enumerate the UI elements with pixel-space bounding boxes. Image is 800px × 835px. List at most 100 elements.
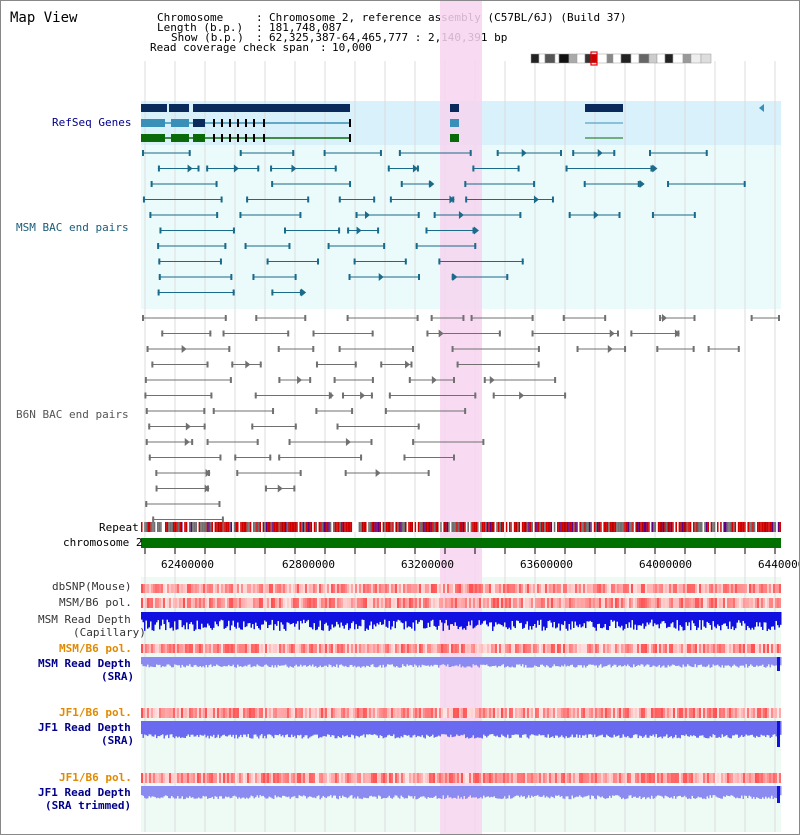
repeat-segment [342, 522, 345, 532]
msm-capillary-depth-bar [217, 612, 219, 627]
jf1-trimmed-depth-bar [186, 786, 188, 798]
dbsnp-heat [153, 584, 155, 593]
jf1-b6-pol-heat-2 [297, 773, 299, 783]
msm-capillary-depth-bar [604, 612, 606, 624]
repeat-segment [393, 522, 396, 532]
msm-sra-depth-bar [774, 657, 776, 666]
jf1-b6-pol-heat-2 [731, 773, 733, 783]
jf1-trimmed-depth-bar [468, 786, 470, 797]
msm-capillary-depth-bar [193, 612, 195, 631]
msm-sra-depth-bar [348, 657, 350, 668]
jf1-b6-pol-heat-2 [241, 773, 243, 783]
jf1-trimmed-depth-bar [480, 786, 482, 798]
msm-capillary-depth-bar [520, 612, 522, 623]
msm-b6-pol-heat [449, 598, 451, 608]
repeat-segment [157, 522, 159, 532]
msm-capillary-depth-bar [421, 612, 423, 621]
msm-sra-depth-bar [676, 657, 678, 666]
msm-b6-pol-heat [163, 598, 165, 608]
msm-sra-depth-bar [763, 657, 765, 668]
b6n-bac-pair-marker [297, 376, 303, 384]
track-label-dbsnp[interactable]: dbSNP(Mouse) [52, 580, 132, 593]
msm-b6-pol-heat [557, 598, 559, 608]
msm-capillary-depth-bar [184, 612, 186, 630]
jf1-sra-depth-bar [643, 721, 645, 737]
jf1-trimmed-depth-bar [423, 786, 425, 797]
jf1-trimmed-depth-bar [424, 786, 426, 798]
msm-b6-pol-heat [459, 598, 461, 608]
track-label-repeat[interactable]: Repeat [99, 521, 139, 534]
msm-b6-pol-heat [613, 598, 615, 608]
track-label-refseq[interactable]: RefSeq Genes [52, 116, 132, 129]
track-label-jf1-b6-pol[interactable]: JF1/B6 pol. [59, 706, 132, 719]
jf1-trimmed-depth-bar [708, 786, 710, 799]
msm-capillary-depth-bar [223, 612, 225, 629]
repeat-segment [272, 522, 274, 532]
msm-capillary-depth-bar [375, 612, 377, 627]
msm-sra-depth-bar [421, 657, 423, 665]
repeat-segment [265, 522, 268, 532]
repeat-segment [352, 522, 354, 532]
msm-b6-pol-heat-2 [747, 644, 749, 653]
jf1-b6-pol-heat [255, 708, 257, 718]
jf1-trimmed-depth-bar [471, 786, 473, 798]
dbsnp-heat [559, 584, 561, 593]
msm-sra-depth-bar [271, 657, 273, 666]
msm-b6-pol-heat [427, 598, 429, 608]
msm-sra-depth-bar [174, 657, 176, 665]
msm-b6-pol-heat-2 [647, 644, 649, 653]
repeat-segment [704, 522, 706, 532]
jf1-sra-depth-bar [456, 721, 458, 735]
jf1-sra-depth-bar [664, 721, 666, 737]
msm-sra-depth-bar [429, 657, 431, 667]
track-label-jf1-b6-pol-2[interactable]: JF1/B6 pol. [59, 771, 132, 784]
msm-sra-depth-bar [496, 657, 498, 668]
dbsnp-heat [597, 584, 599, 593]
track-label-msm-depth-sra[interactable]: MSM Read Depth [38, 657, 131, 670]
msm-b6-pol-heat-2 [679, 644, 681, 653]
jf1-sra-depth-bar [300, 721, 302, 735]
msm-b6-pol-heat [651, 598, 653, 608]
jf1-sra-depth-bar [583, 721, 585, 736]
repeat-segment [256, 522, 258, 532]
track-label-b6n-bac[interactable]: B6N BAC end pairs [16, 408, 129, 421]
msm-sra-depth-bar [249, 657, 251, 665]
jf1-b6-pol-heat-2 [519, 773, 521, 783]
track-label-msm-b6-pol-2[interactable]: MSM/B6 pol. [59, 642, 132, 655]
dbsnp-heat [455, 584, 457, 593]
repeat-segment [590, 522, 593, 532]
msm-b6-pol-heat-2 [735, 644, 737, 653]
jf1-sra-depth-bar [406, 721, 408, 736]
msm-sra-depth-bar [369, 657, 371, 667]
dbsnp-heat [389, 584, 391, 593]
jf1-b6-pol-heat-2 [527, 773, 529, 783]
track-label-jf1-depth-sra[interactable]: JF1 Read Depth [38, 721, 131, 734]
repeat-segment [366, 522, 369, 532]
msm-b6-pol-heat-2 [321, 644, 323, 653]
msm-b6-pol-heat [721, 598, 723, 608]
msm-b6-pol-heat [717, 598, 719, 608]
track-label-jf1-depth-trimmed[interactable]: JF1 Read Depth [38, 786, 131, 799]
b6n-bac-pair-end [161, 330, 164, 337]
msm-capillary-depth-bar [318, 612, 320, 627]
track-label-chromosome[interactable]: chromosome 2 [63, 536, 143, 549]
msm-b6-pol-heat [647, 598, 649, 608]
track-label-msm-bac[interactable]: MSM BAC end pairs [16, 221, 129, 234]
repeat-segment [525, 522, 527, 532]
jf1-trimmed-depth-bar [283, 786, 285, 796]
track-label-msm-depth-capillary[interactable]: MSM Read Depth [38, 613, 131, 626]
msm-sra-depth-bar [630, 657, 632, 668]
msm-bac-pair-end [618, 212, 621, 218]
msm-b6-pol-heat-2 [693, 644, 695, 653]
msm-sra-depth-bar [547, 657, 549, 667]
jf1-b6-pol-heat-2 [283, 773, 285, 783]
repeat-segment [667, 522, 669, 532]
jf1-trimmed-depth-bar [564, 786, 566, 799]
repeat-segment [504, 522, 506, 532]
msm-capillary-depth-bar [472, 612, 474, 629]
jf1-sra-depth-bar [141, 721, 143, 735]
track-label-msm-b6-pol[interactable]: MSM/B6 pol. [59, 596, 132, 609]
jf1-sra-depth-bar [280, 721, 282, 737]
msm-sra-depth-bar [663, 657, 665, 666]
